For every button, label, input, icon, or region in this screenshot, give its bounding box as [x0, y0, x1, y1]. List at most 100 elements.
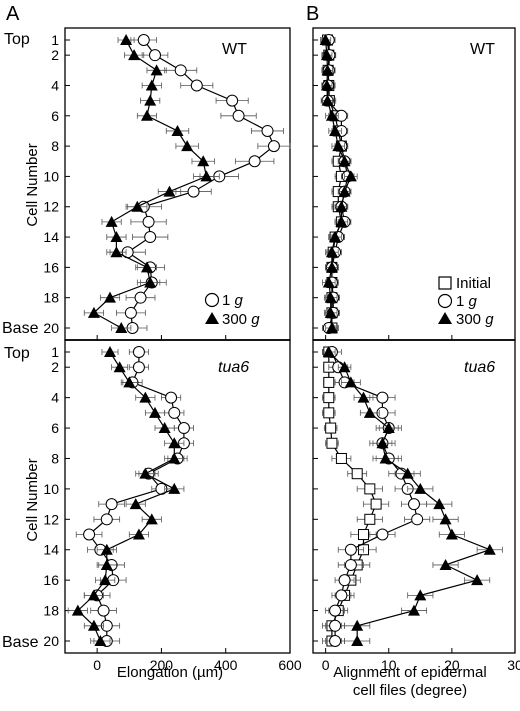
data-point: [168, 437, 181, 449]
data-point: [104, 291, 116, 303]
data-point: [325, 322, 338, 333]
data-point: [323, 392, 335, 404]
data-point: [168, 406, 181, 419]
legend-marker-300g: [438, 312, 452, 324]
legend-label-1g: 1 g: [456, 293, 478, 310]
data-point: [320, 79, 333, 91]
data-point: [248, 155, 261, 168]
label-base-upper: Base: [2, 320, 39, 337]
data-point: [144, 276, 157, 288]
data-point: [321, 64, 334, 76]
data-point: [267, 140, 280, 153]
data-point: [100, 543, 113, 555]
data-point: [226, 94, 239, 107]
plot-frame: [312, 27, 516, 341]
legend-label-initial: Initial: [456, 275, 491, 292]
x-tick-label: 0: [93, 657, 101, 673]
data-point: [110, 246, 123, 258]
x-tick-label: 600: [278, 657, 302, 673]
y-tick-label: 2: [51, 359, 59, 375]
x-tick-label: 0: [322, 657, 330, 673]
data-point: [168, 482, 181, 494]
panel-letter-b: B: [306, 3, 319, 25]
data-point: [344, 558, 357, 571]
series-square: [322, 346, 390, 647]
x-tick-label: 10: [381, 657, 397, 673]
data-point: [445, 528, 458, 540]
xlabel-elongation: Elongation (µm): [117, 664, 223, 681]
data-point: [140, 109, 153, 121]
data-point: [335, 215, 348, 227]
label-base-lower: Base: [2, 634, 39, 651]
data-point: [132, 528, 145, 540]
data-point: [376, 437, 389, 449]
data-point: [197, 155, 210, 167]
plot-frame: [64, 339, 291, 654]
data-point: [165, 391, 178, 404]
data-point: [187, 185, 200, 198]
y-tick-label: 6: [51, 420, 59, 436]
data-point: [370, 498, 382, 510]
data-point: [411, 513, 424, 526]
x-tick-label: 400: [214, 657, 238, 673]
data-point: [120, 34, 133, 45]
data-point: [326, 437, 338, 449]
panel-title-a-tua6: tua6: [218, 359, 249, 376]
legend-label-300g: 300 g: [456, 311, 494, 328]
data-point: [344, 543, 357, 556]
y-tick-label: 14: [43, 229, 59, 245]
x-tick-label: 200: [150, 657, 174, 673]
data-point: [113, 361, 126, 373]
data-point: [338, 155, 351, 167]
y-tick-label: 18: [43, 603, 59, 619]
data-point: [414, 589, 427, 601]
data-point: [124, 306, 137, 319]
data-point: [376, 391, 389, 404]
data-point: [338, 574, 351, 587]
y-tick-label: 20: [43, 633, 59, 649]
data-point: [132, 346, 145, 358]
data-point: [94, 635, 107, 646]
x-tick-label: 30: [507, 657, 520, 673]
xlabel-alignment-line1: Alignment of epidermal: [333, 664, 486, 681]
data-point: [433, 498, 446, 510]
data-point: [321, 94, 334, 106]
data-point: [329, 231, 342, 243]
plot-frame: [312, 339, 516, 654]
legend-a-wt: 1 g 300 g: [204, 292, 260, 328]
y-tick-label: 8: [51, 450, 59, 466]
data-point: [329, 635, 342, 647]
data-point: [129, 498, 142, 510]
data-point: [174, 64, 187, 77]
ylabel-cell-number-lower: Cell Number: [24, 458, 41, 541]
data-point: [335, 200, 348, 212]
series-triangle: [83, 34, 220, 333]
legend-marker-1g: [437, 293, 453, 309]
legend-a-label-300g: 300 g: [222, 311, 260, 328]
legend-marker-initial: [438, 276, 452, 290]
data-point: [401, 467, 414, 479]
data-point: [105, 215, 118, 227]
y-tick-label: 2: [51, 47, 59, 63]
data-point: [100, 513, 113, 526]
label-top-upper: Top: [4, 31, 30, 48]
data-point: [128, 49, 141, 61]
data-point: [115, 322, 128, 333]
data-point: [150, 64, 163, 76]
series-line: [328, 351, 492, 641]
label-top-lower: Top: [4, 345, 30, 362]
series-triangle: [319, 34, 358, 333]
data-point: [123, 376, 136, 388]
data-point: [322, 276, 335, 288]
data-point: [145, 513, 158, 525]
data-point: [376, 528, 389, 541]
panel-title-a-wt: WT: [222, 41, 247, 58]
data-point: [139, 391, 152, 403]
data-point: [351, 619, 364, 631]
legend-a-marker-1g: [204, 292, 220, 308]
data-point: [329, 619, 342, 632]
data-point: [232, 109, 245, 122]
